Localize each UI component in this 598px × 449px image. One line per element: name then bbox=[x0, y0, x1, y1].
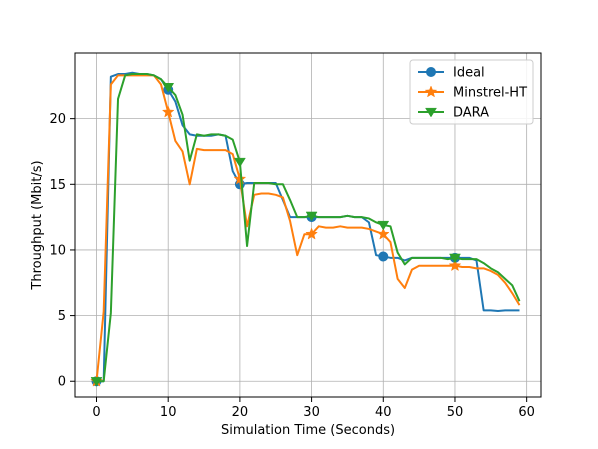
y-tick-label: 5 bbox=[58, 309, 66, 324]
ticks-layer: 0 10 20 30 40 50 60 0 5 10 15 20 bbox=[49, 112, 534, 420]
legend: Ideal Minstrel-HT DARA bbox=[409, 59, 534, 125]
data-point-dara bbox=[377, 220, 390, 231]
data-point-dara bbox=[449, 253, 461, 264]
legend-entry-ideal: Ideal bbox=[418, 66, 485, 81]
plot-frame bbox=[74, 52, 542, 398]
data-point-dara bbox=[233, 157, 246, 168]
legend-label-dara: DARA bbox=[453, 106, 489, 121]
y-tick-label: 15 bbox=[49, 178, 66, 193]
legend-entry-dara: DARA bbox=[418, 106, 489, 121]
data-point-dara bbox=[305, 211, 318, 222]
data-point-minstrel-ht bbox=[305, 227, 318, 240]
data-point-minstrel-ht bbox=[448, 259, 462, 272]
x-tick-label: 0 bbox=[92, 405, 100, 420]
data-point-minstrel-ht bbox=[161, 105, 175, 118]
data-point-dara bbox=[162, 83, 175, 93]
x-axis-label: Simulation Time (Seconds) bbox=[221, 423, 395, 438]
series-dara bbox=[90, 73, 521, 387]
legend-marker-ideal bbox=[426, 67, 436, 77]
legend-label-minstrel-ht: Minstrel-HT bbox=[453, 86, 527, 101]
legend-marker-minstrel-ht bbox=[424, 85, 438, 98]
x-tick-label: 20 bbox=[232, 405, 249, 420]
x-tick-label: 30 bbox=[303, 405, 320, 420]
y-tick-label: 0 bbox=[58, 375, 66, 390]
legend-entry-minstrel-ht: Minstrel-HT bbox=[418, 85, 527, 101]
y-tick-label: 10 bbox=[49, 243, 66, 258]
y-tick-label: 20 bbox=[49, 112, 66, 127]
legend-box bbox=[409, 59, 534, 125]
data-point-minstrel-ht bbox=[376, 227, 390, 240]
legend-entries: Ideal Minstrel-HT DARA bbox=[418, 66, 527, 121]
legend-marker-dara bbox=[425, 107, 437, 118]
x-tick-label: 60 bbox=[518, 405, 535, 420]
x-tick-label: 10 bbox=[160, 405, 177, 420]
x-tick-label: 50 bbox=[447, 405, 464, 420]
data-point-dara bbox=[90, 377, 103, 387]
x-tick-label: 40 bbox=[375, 405, 392, 420]
data-point-ideal bbox=[378, 251, 389, 262]
y-axis-label: Throughput (Mbit/s) bbox=[30, 160, 45, 290]
data-point-minstrel-ht bbox=[233, 172, 247, 185]
legend-label-ideal: Ideal bbox=[453, 66, 485, 81]
series-layer bbox=[90, 71, 521, 387]
